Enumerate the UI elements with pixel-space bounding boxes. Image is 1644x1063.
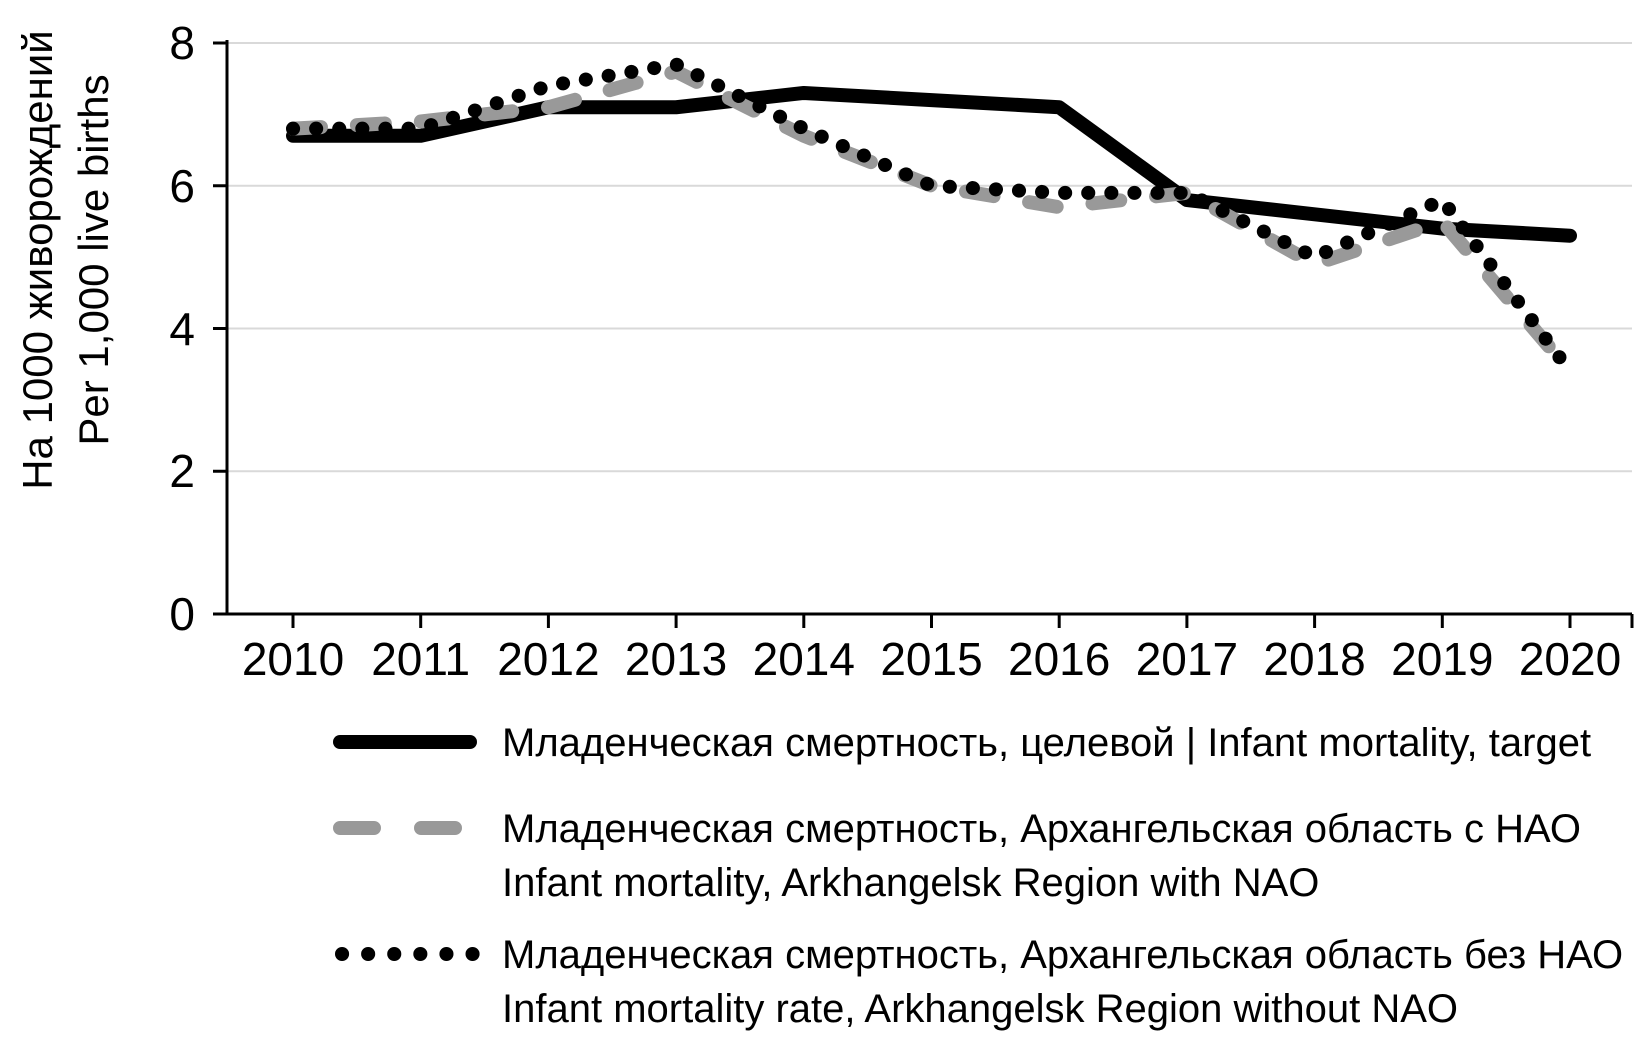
y-tick-label-0: 0	[169, 588, 195, 640]
x-tick-label-2019: 2019	[1391, 633, 1494, 685]
legend-entry-with-nao: Младенческая смертность, Архангельская о…	[330, 802, 1581, 910]
y-tick-label-8: 8	[169, 17, 195, 69]
y-tick-label-2: 2	[169, 445, 195, 498]
legend-sample-dotted-line	[335, 947, 480, 961]
x-tick-label-2020: 2020	[1518, 633, 1622, 685]
legend-label-without-nao: Младенческая смертность, Архангельская о…	[502, 928, 1623, 1036]
y-tick-label-6: 6	[169, 159, 195, 212]
x-tick-label-2018: 2018	[1263, 633, 1366, 685]
legend-sample-solid-line	[333, 735, 477, 749]
legend-label-without-nao-line2: Infant mortality rate, Arkhangelsk Regio…	[502, 987, 1459, 1031]
x-tick-label-2013: 2013	[624, 633, 728, 685]
legend-label-target: Младенческая смертность, целевой | Infan…	[502, 716, 1591, 770]
x-tick-label-2010: 2010	[241, 633, 345, 685]
legend-entry-target: Младенческая смертность, целевой | Infan…	[330, 716, 1591, 770]
x-tick-label-2016: 2016	[1008, 633, 1111, 685]
series-without-nao-line	[286, 57, 1577, 379]
legend-label-with-nao: Младенческая смертность, Архангельская о…	[502, 802, 1581, 910]
legend-label-without-nao-line1: Младенческая смертность, Архангельская о…	[502, 933, 1624, 977]
legend-entry-without-nao: Младенческая смертность, Архангельская о…	[330, 928, 1623, 1036]
legend-label-with-nao-line1: Младенческая смертность, Архангельская о…	[502, 807, 1581, 851]
x-tick-label-2011: 2011	[371, 633, 471, 685]
legend-label-target-line1: Младенческая смертность, целевой | Infan…	[502, 721, 1592, 765]
legend-label-with-nao-line2: Infant mortality, Arkhangelsk Region wit…	[502, 861, 1320, 905]
x-tick-label-2015: 2015	[880, 633, 983, 685]
x-tick-label-2012: 2012	[497, 633, 600, 685]
x-tick-label-2017: 2017	[1135, 633, 1239, 685]
x-tick-label-2014: 2014	[752, 633, 855, 685]
legend-sample-dashed-line	[333, 821, 480, 835]
y-tick-label-4: 4	[169, 302, 195, 355]
